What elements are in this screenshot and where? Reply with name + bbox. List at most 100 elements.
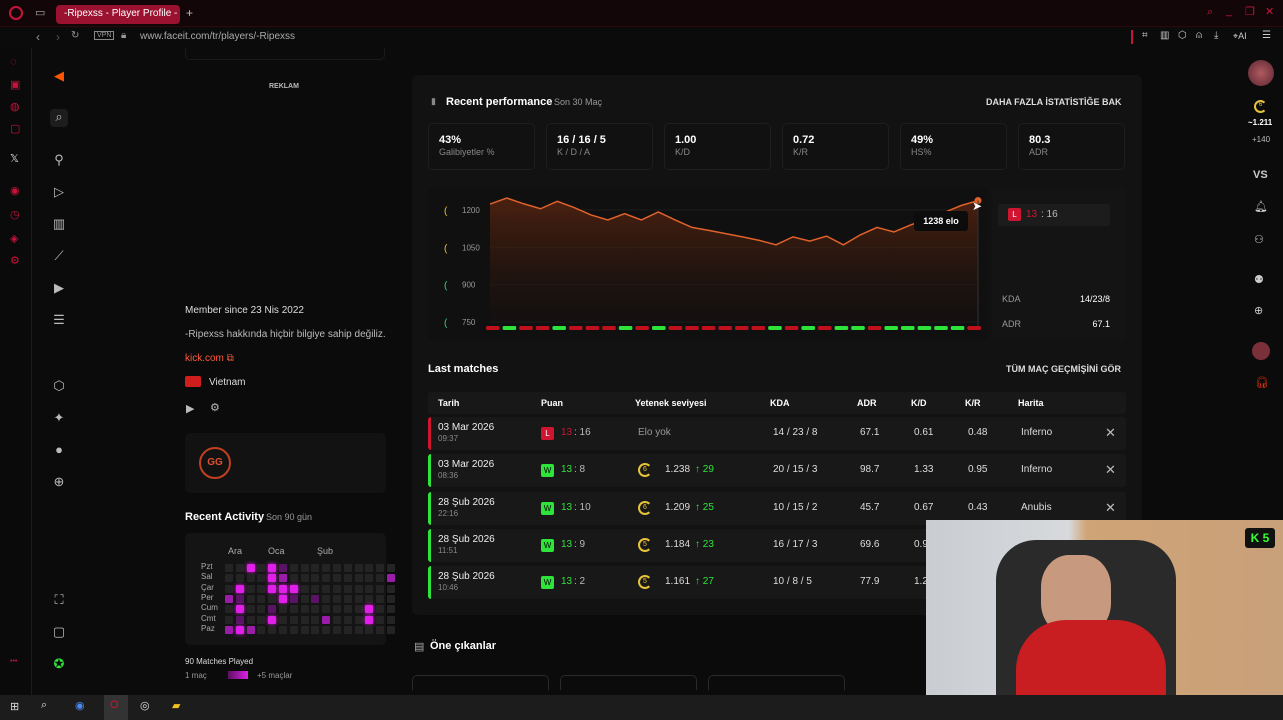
result-bar[interactable] [901,326,915,330]
result-bar[interactable] [552,326,566,330]
result-bar[interactable] [685,326,699,330]
snapshot-icon[interactable]: ⌗ [1142,30,1148,41]
fullscreen-icon[interactable]: ⛶ [54,592,64,607]
result-bar[interactable] [718,326,732,330]
find-players-icon[interactable]: ⚲ [54,152,64,167]
match-row[interactable]: 28 Şub 2026 22:16 W 13: 10 6 1.209 ↑ 25 10 / 15… [428,491,1126,525]
reload-button[interactable]: ↻ [71,30,80,41]
friend-avatar[interactable] [1252,342,1270,360]
app-icon[interactable]: ▰ [172,700,181,712]
messenger-icon[interactable]: ◍ [10,101,20,113]
aria-icon[interactable]: ◌ [10,56,17,68]
shop-icon[interactable]: ▣ [10,79,21,91]
youtube-icon[interactable]: ▶ [186,403,195,415]
vs-button[interactable]: VS [1253,169,1268,181]
player-icon[interactable]: ◉ [10,185,20,197]
faceit-logo-icon[interactable]: ◀ [54,68,64,83]
extensions-icon[interactable]: ⬡ [1178,30,1187,41]
instagram-icon[interactable]: ▢ [10,123,21,135]
support-icon[interactable]: 🎧︎ [1255,377,1269,389]
back-button[interactable]: ‹ [36,30,40,44]
result-bar[interactable] [917,326,932,330]
column-header[interactable]: Tarih [438,398,460,408]
result-bar[interactable] [818,326,832,330]
history-icon[interactable]: ◷ [10,209,20,221]
x-icon[interactable]: 𝕏 [10,153,19,165]
search-icon[interactable]: ⌕ [41,699,48,711]
play-icon[interactable]: ▷ [54,184,64,199]
column-header[interactable]: KDA [770,398,790,408]
result-bar[interactable] [967,326,981,330]
result-bar[interactable] [569,326,583,330]
search-icon[interactable]: ⌕ [1207,6,1214,18]
result-bar[interactable] [668,326,683,330]
party-icon[interactable]: ⚉ [1254,274,1264,286]
highlight-card[interactable] [708,675,845,690]
all-matches-link[interactable]: TÜM MAÇ GEÇMİŞİNİ GÖR [1006,364,1121,374]
more-stats-link[interactable]: DAHA FAZLA İSTATİSTİĞE BAK [986,97,1122,107]
result-bar[interactable] [884,326,898,330]
minimize-button[interactable]: _ [1226,5,1233,17]
result-bar[interactable] [585,326,600,330]
column-header[interactable]: Harita [1018,398,1044,408]
forward-button[interactable]: › [56,30,60,44]
column-header[interactable]: K/R [965,398,981,408]
club-icon[interactable]: ● [55,442,63,457]
leaderboard-icon[interactable]: ▥ [52,216,66,231]
new-tab-button[interactable]: + [186,6,194,20]
add-icon[interactable]: ⊕ [53,474,65,489]
stats-icon[interactable]: ▥ [1160,30,1170,41]
result-bar[interactable] [502,326,517,330]
notifications-icon[interactable]: 🔔︎ [1254,201,1268,213]
column-header[interactable]: Puan [541,398,564,408]
settings-icon[interactable]: ⚙ [10,255,20,267]
kick-link[interactable]: kick.com ⧉ [185,353,234,364]
result-bar[interactable] [486,326,500,330]
friends-icon[interactable]: ⚇ [1254,234,1264,246]
workspace-icon[interactable]: ▭ [35,7,46,19]
opera-taskbar-button[interactable]: O [104,695,128,720]
result-bar[interactable] [535,326,550,330]
result-bar[interactable] [735,326,749,330]
search-icon[interactable]: ⌕ [50,109,68,127]
result-bar[interactable] [867,326,882,330]
match-row[interactable]: 03 Mar 2026 08:36 W 13: 8 6 1.238 ↑ 29 20 / 15 … [428,454,1126,488]
hub-icon[interactable]: ⬡ [53,378,65,393]
match-row[interactable]: 03 Mar 2026 09:37 L 13: 16 Elo yok 14 / 23 / … [428,417,1126,450]
chrome-icon[interactable]: ◉ [75,700,85,712]
highlight-card[interactable] [560,675,697,690]
add-friend-icon[interactable]: ⊕ [1254,305,1264,317]
watch-icon[interactable]: ▶ [54,280,64,295]
ai-button[interactable]: ⌖AI [1233,31,1247,41]
pinboard-icon[interactable]: ◈ [10,233,19,245]
steam-icon[interactable]: ⚙ [210,402,220,414]
more-icon[interactable]: ••• [10,658,18,665]
column-header[interactable]: K/D [911,398,927,408]
stats-icon[interactable]: ⟋ [54,248,64,263]
result-bar[interactable] [751,326,766,330]
active-tab[interactable]: -Ripexss - Player Profile - [56,5,180,24]
download-icon[interactable]: ⤓ [1214,30,1219,41]
game-icon[interactable]: ✦ [53,410,65,425]
vpn-badge[interactable]: VPN [94,31,115,40]
result-bar[interactable] [635,326,649,330]
result-bar[interactable] [784,326,799,330]
result-bar[interactable] [618,326,633,330]
result-bar[interactable] [851,326,865,330]
result-bar[interactable] [834,326,849,330]
team-card[interactable]: GG [185,433,386,493]
column-header[interactable]: ADR [857,398,877,408]
start-icon[interactable]: ⊞ [10,701,20,713]
shop-icon[interactable]: ▢ [52,624,66,639]
result-bar[interactable] [950,326,965,330]
app-icon[interactable]: ◎ [140,700,150,712]
avatar[interactable] [1248,60,1274,86]
menu-icon[interactable]: ☰ [1262,30,1271,41]
result-bar[interactable] [602,326,616,330]
opera-logo-icon[interactable] [9,6,23,20]
url-field[interactable]: www.faceit.com/tr/players/-Ripexss [140,31,296,42]
result-bar[interactable] [519,326,533,330]
result-bar[interactable] [768,326,782,330]
result-bar[interactable] [934,326,948,330]
result-bar[interactable] [652,326,666,330]
